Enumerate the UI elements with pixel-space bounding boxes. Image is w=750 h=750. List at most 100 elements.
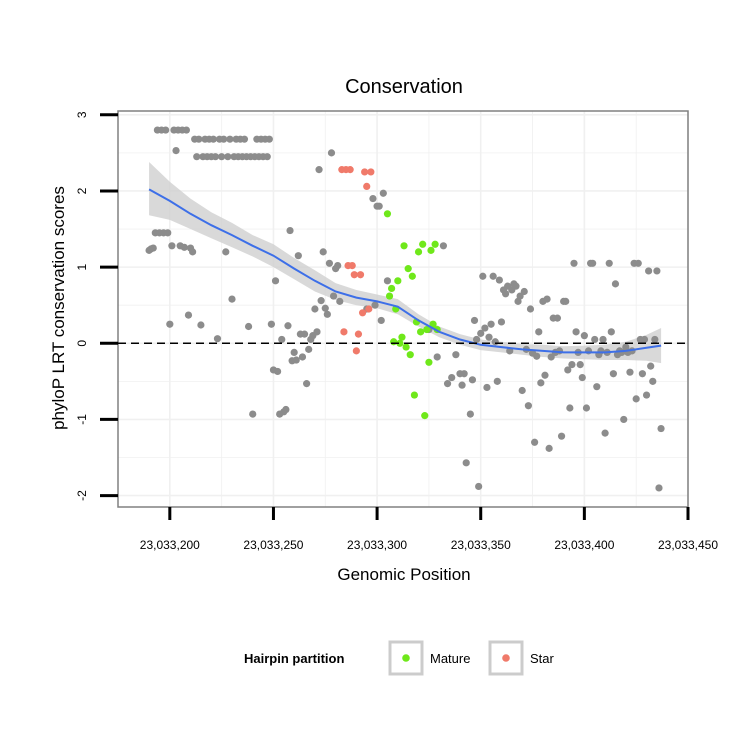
mature-point — [417, 328, 425, 336]
star-point — [361, 168, 369, 176]
legend-title: Hairpin partition — [244, 651, 344, 666]
other-point — [562, 297, 570, 305]
other-point — [632, 395, 640, 403]
other-point — [526, 305, 535, 313]
y-tick-label: -2 — [75, 490, 89, 501]
other-point — [597, 347, 605, 355]
other-point — [555, 347, 564, 355]
other-point — [313, 328, 321, 336]
y-tick-label: -1 — [75, 414, 89, 425]
legend-key-point — [502, 654, 510, 662]
mature-point — [406, 351, 414, 359]
x-tick-label: 23,033,450 — [658, 538, 718, 552]
mature-point — [388, 284, 396, 293]
other-point — [576, 360, 584, 369]
other-point — [327, 149, 336, 157]
mature-point — [400, 242, 408, 250]
other-point — [645, 267, 653, 275]
other-point — [168, 242, 176, 250]
other-point — [491, 338, 499, 346]
other-point — [472, 335, 481, 344]
x-tick-label: 23,033,400 — [554, 538, 614, 552]
other-point — [640, 335, 649, 344]
other-point — [303, 380, 311, 388]
other-point — [274, 367, 282, 376]
other-point — [224, 153, 232, 161]
legend-label: Star — [530, 651, 555, 666]
other-point — [537, 379, 545, 387]
other-point — [298, 353, 307, 361]
mature-point — [394, 277, 402, 285]
other-point — [601, 429, 609, 437]
other-point — [211, 153, 220, 161]
other-point — [267, 320, 275, 328]
other-point — [149, 244, 157, 252]
mature-point — [385, 292, 394, 300]
other-point — [184, 311, 193, 319]
other-point — [657, 424, 665, 433]
star-point — [354, 330, 363, 338]
other-point — [605, 259, 613, 267]
other-point — [443, 380, 452, 388]
other-point — [591, 335, 599, 344]
other-point — [213, 335, 222, 343]
other-point — [278, 335, 286, 344]
other-point — [518, 386, 526, 395]
star-point — [340, 328, 348, 336]
other-point — [533, 352, 541, 360]
mature-point — [427, 246, 435, 254]
other-point — [570, 259, 578, 267]
other-point — [371, 301, 379, 309]
legend-label: Mature — [430, 651, 470, 666]
other-point — [470, 316, 479, 325]
plot-panel — [117, 110, 689, 508]
other-point — [642, 391, 651, 399]
other-point — [193, 153, 201, 161]
other-point — [166, 320, 174, 328]
other-point — [195, 135, 203, 143]
other-point — [547, 353, 555, 361]
other-point — [377, 316, 385, 325]
mature-point — [414, 248, 423, 256]
other-point — [512, 282, 520, 290]
other-point — [489, 272, 497, 280]
mature-point — [425, 358, 433, 366]
other-point — [607, 328, 615, 336]
other-point — [226, 135, 234, 143]
star-point — [363, 182, 371, 190]
other-point — [466, 410, 474, 418]
other-point — [543, 295, 551, 303]
other-point — [634, 259, 642, 267]
other-point — [336, 297, 344, 305]
other-point — [545, 444, 553, 452]
other-point — [487, 320, 495, 328]
other-point — [653, 267, 661, 275]
scatter-points — [118, 126, 688, 492]
other-point — [323, 310, 331, 318]
other-point — [475, 482, 483, 491]
mature-point — [421, 412, 429, 420]
chart-title: Conservation — [345, 76, 463, 98]
other-point — [286, 226, 294, 235]
star-point — [346, 166, 354, 174]
other-point — [294, 252, 302, 260]
other-point — [651, 335, 659, 344]
other-point — [541, 371, 549, 379]
other-point — [240, 135, 249, 143]
other-point — [383, 277, 392, 285]
x-tick-label: 23,033,300 — [347, 538, 407, 552]
mature-point — [410, 391, 418, 399]
other-point — [452, 351, 460, 359]
other-point — [553, 314, 562, 322]
other-point — [593, 383, 601, 391]
other-point — [655, 484, 663, 492]
other-point — [497, 318, 506, 326]
other-point — [162, 126, 170, 134]
other-point — [589, 259, 597, 267]
star-point — [365, 305, 373, 313]
other-point — [311, 305, 319, 313]
other-point — [502, 290, 510, 298]
other-point — [647, 362, 655, 370]
y-tick-label: 3 — [75, 111, 89, 118]
other-point — [329, 292, 338, 300]
